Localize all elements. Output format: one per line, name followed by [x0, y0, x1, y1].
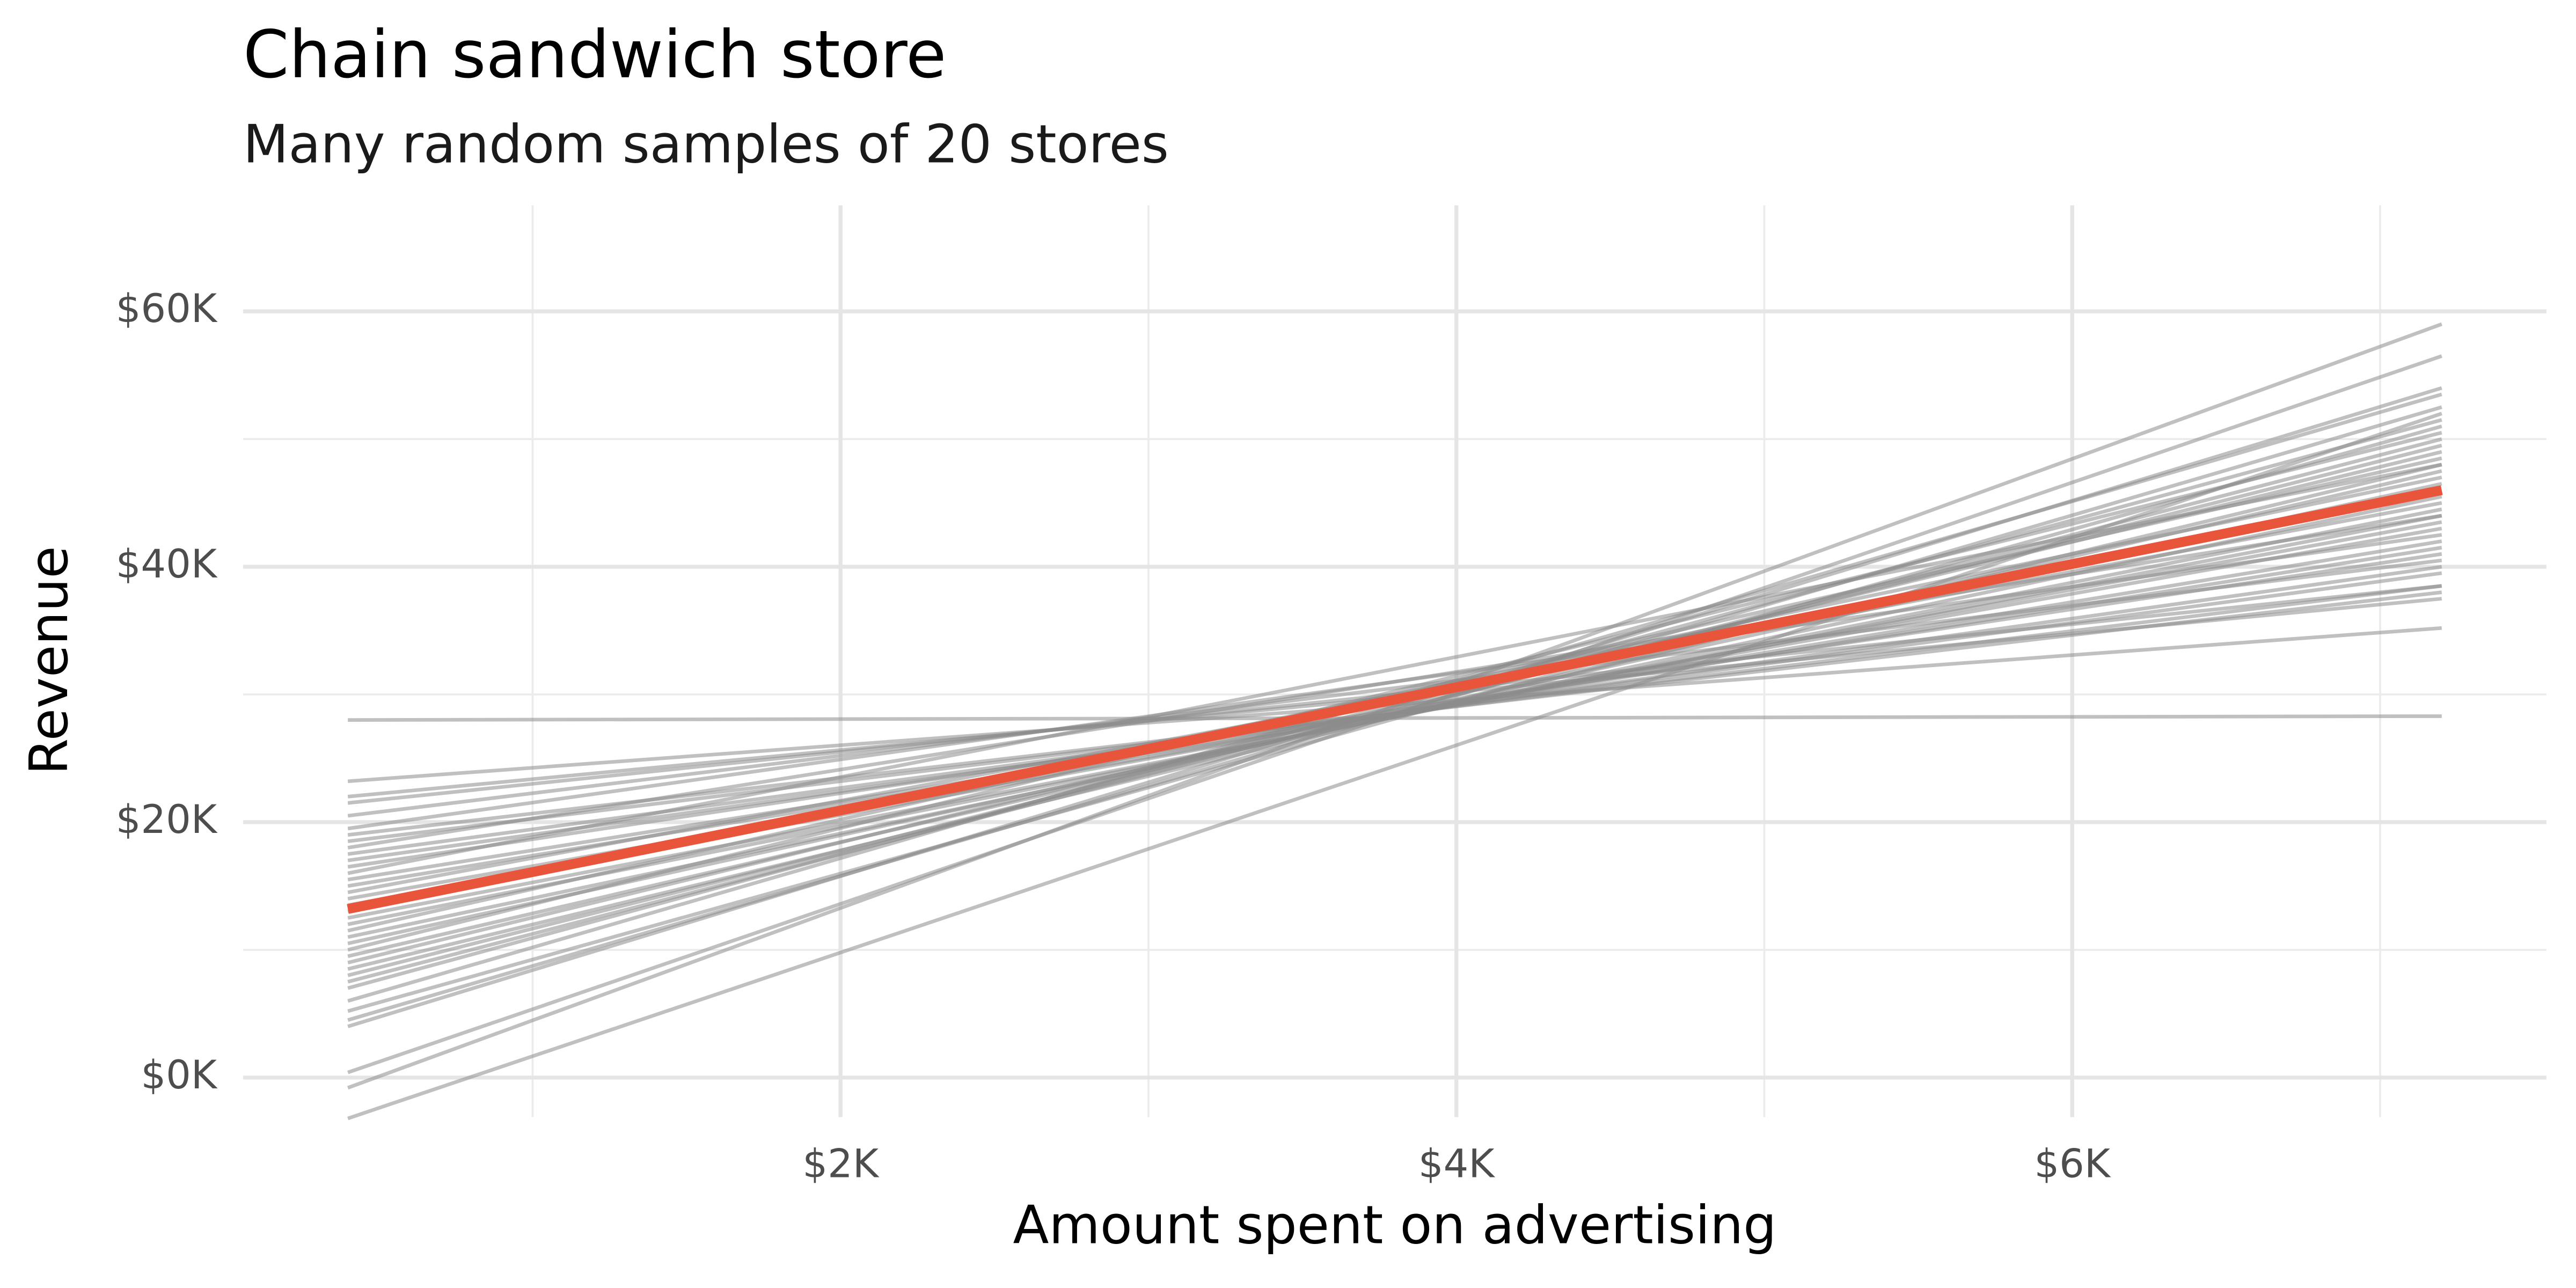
x-tick-label: $2K	[802, 1141, 879, 1187]
y-axis-title: Revenue	[19, 546, 80, 775]
y-tick-label: $40K	[116, 541, 218, 587]
sample-line	[347, 558, 2442, 818]
y-tick-label: $20K	[116, 797, 218, 843]
chart-title: Chain sandwich store	[243, 16, 946, 93]
x-tick-label: $4K	[1418, 1141, 1495, 1187]
chart-subtitle: Many random samples of 20 stores	[243, 114, 1169, 175]
sample-line	[347, 584, 2442, 805]
sample-line	[347, 463, 2442, 875]
y-tick-label: $0K	[141, 1052, 217, 1098]
x-tick-label: $6K	[2034, 1141, 2111, 1187]
sample-line	[347, 626, 2442, 784]
x-axis-title: Amount spent on advertising	[1013, 1195, 1777, 1256]
y-tick-label: $60K	[116, 286, 218, 332]
sample-line	[348, 714, 2442, 722]
sample-line	[347, 533, 2442, 831]
sample-line	[347, 552, 2442, 869]
population-line	[347, 485, 2443, 914]
